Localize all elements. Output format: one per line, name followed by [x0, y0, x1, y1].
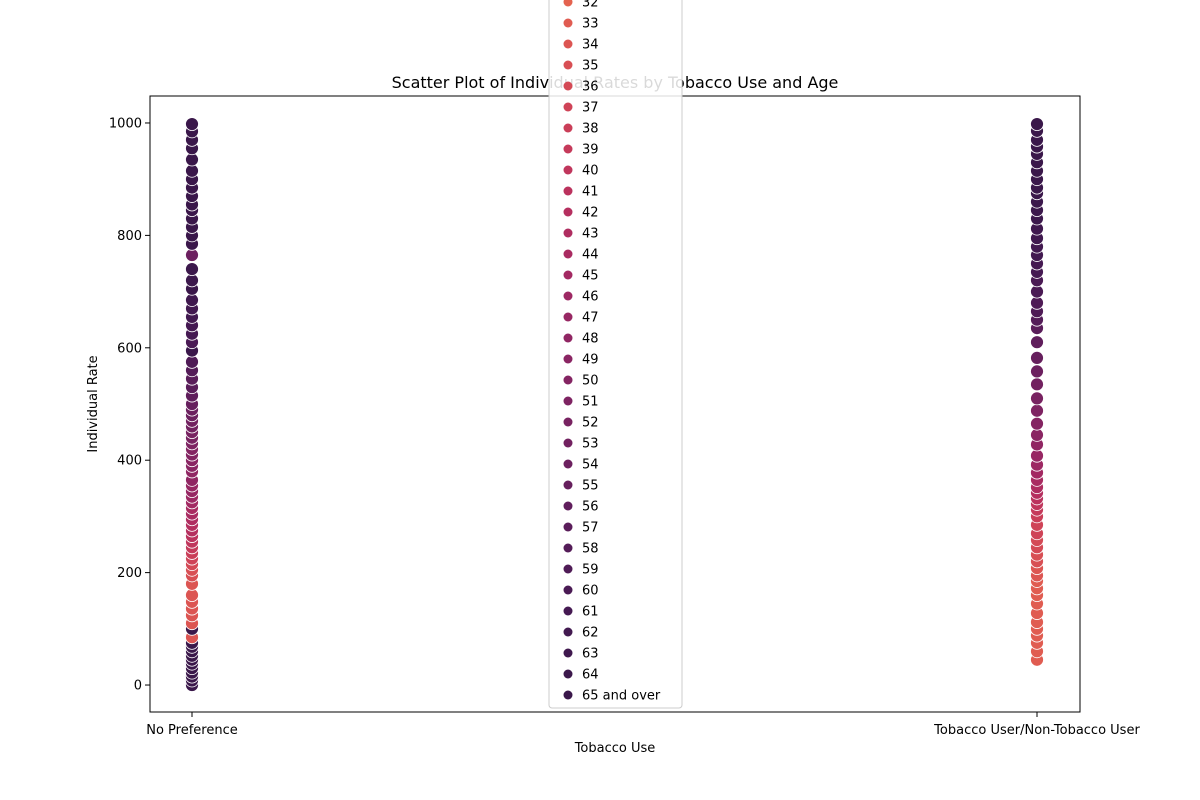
legend-label: 57	[582, 521, 599, 536]
legend-label: 47	[582, 311, 599, 326]
legend-label: 46	[582, 290, 599, 305]
legend-label: 52	[582, 416, 599, 431]
y-axis-label: Individual Rate	[86, 355, 101, 452]
y-axis-ticks: 0 200 400 600 800 1000	[109, 116, 150, 694]
legend-label: 39	[582, 143, 599, 158]
legend-marker	[563, 18, 573, 28]
legend-marker	[563, 438, 573, 448]
data-point	[1030, 416, 1044, 431]
legend-marker	[563, 333, 573, 343]
legend-label: 38	[582, 122, 599, 137]
y-tick-label: 400	[117, 454, 142, 469]
y-tick-label: 600	[117, 341, 142, 356]
legend-marker	[563, 207, 573, 217]
legend-label: 62	[582, 626, 599, 641]
data-point	[1030, 117, 1044, 132]
legend-label: 56	[582, 500, 599, 515]
legend-label: 37	[582, 101, 599, 116]
legend-marker	[563, 480, 573, 490]
legend-marker	[563, 291, 573, 301]
legend-marker	[563, 123, 573, 133]
legend-marker	[563, 0, 573, 7]
legend-label: 59	[582, 563, 599, 578]
x-axis-label: Tobacco Use	[574, 741, 656, 756]
legend-marker	[563, 165, 573, 175]
legend-marker	[563, 417, 573, 427]
data-point	[1030, 377, 1044, 392]
legend-label: 63	[582, 647, 599, 662]
x-tick-label: Tobacco User/Non-Tobacco User	[933, 723, 1140, 738]
legend-marker	[563, 585, 573, 595]
data-point	[1030, 364, 1044, 379]
data-point	[1030, 391, 1044, 406]
legend-marker	[563, 522, 573, 532]
legend-label: 49	[582, 353, 599, 368]
legend-marker	[563, 186, 573, 196]
legend-label: 34	[582, 38, 599, 53]
legend-label: 32	[582, 0, 599, 11]
legend-label: 51	[582, 395, 599, 410]
y-tick-label: 200	[117, 566, 142, 581]
legend-marker	[563, 144, 573, 154]
legend-marker	[563, 39, 573, 49]
data-point	[185, 117, 199, 132]
legend-label: 58	[582, 542, 599, 557]
legend: 32 33 34 35 36 37 38 39 40 41 42 43 44 45 46 47 48 49 50 51…	[548, 0, 683, 709]
legend-marker	[563, 396, 573, 406]
legend-label: 48	[582, 332, 599, 347]
legend-marker	[563, 627, 573, 637]
y-tick-label: 800	[117, 229, 142, 244]
legend-label: 43	[582, 227, 599, 242]
legend-label: 36	[582, 80, 599, 95]
data-point	[1030, 403, 1044, 418]
legend-marker	[563, 270, 573, 280]
legend-marker	[563, 564, 573, 574]
legend-label: 50	[582, 374, 599, 389]
data-points	[185, 117, 1044, 692]
legend-label: 64	[582, 668, 599, 683]
x-tick-label: No Preference	[146, 723, 238, 738]
legend-marker	[563, 375, 573, 385]
legend-label: 54	[582, 458, 599, 473]
legend-label: 61	[582, 605, 599, 620]
legend-label: 55	[582, 479, 599, 494]
legend-marker	[563, 312, 573, 322]
legend-marker	[563, 102, 573, 112]
legend-marker	[563, 60, 573, 70]
legend-marker	[563, 249, 573, 259]
legend-marker	[563, 543, 573, 553]
legend-marker	[563, 648, 573, 658]
legend-box	[548, 0, 683, 709]
legend-label: 35	[582, 59, 599, 74]
legend-label: 65 and over	[582, 689, 661, 704]
legend-label: 41	[582, 185, 599, 200]
data-point	[1030, 335, 1044, 350]
legend-label: 53	[582, 437, 599, 452]
legend-marker	[563, 354, 573, 364]
legend-label: 60	[582, 584, 599, 599]
data-point	[1030, 351, 1044, 365]
legend-marker	[563, 228, 573, 238]
legend-marker	[563, 669, 573, 679]
legend-label: 40	[582, 164, 599, 179]
y-tick-label: 0	[134, 679, 142, 694]
legend-label: 33	[582, 17, 599, 32]
data-point	[185, 262, 199, 277]
y-tick-label: 1000	[109, 116, 142, 131]
legend-label: 44	[582, 248, 599, 263]
legend-marker	[563, 459, 573, 469]
legend-label: 45	[582, 269, 599, 284]
legend-marker	[563, 606, 573, 616]
legend-marker	[563, 690, 573, 700]
x-axis-ticks: No Preference Tobacco User/Non-Tobacco Us…	[146, 712, 1140, 738]
legend-marker	[563, 501, 573, 511]
legend-marker	[563, 81, 573, 91]
legend-label: 42	[582, 206, 599, 221]
